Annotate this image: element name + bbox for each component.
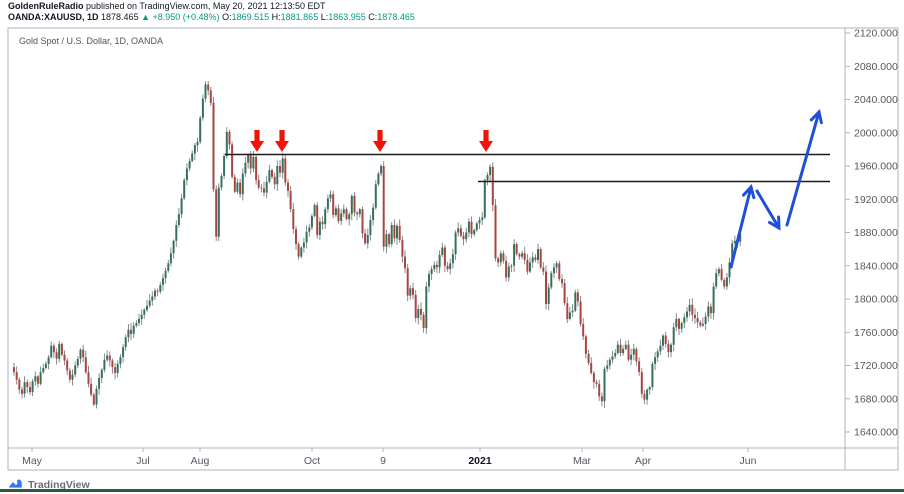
- price-axis-label: 1760.000: [854, 327, 898, 339]
- time-axis-label: Oct: [304, 455, 320, 467]
- last-price: 1878.465: [101, 12, 139, 22]
- tradingview-logo-icon: [9, 479, 22, 488]
- price-axis-label: 1800.000: [854, 294, 898, 306]
- red-down-arrow[interactable]: [275, 130, 289, 152]
- price-axis-label: 1680.000: [854, 393, 898, 405]
- red-down-arrow[interactable]: [373, 130, 387, 152]
- close-label: C:: [368, 12, 378, 22]
- time-axis[interactable]: May Jul Aug Oct 9 2021 Mar Apr Jun: [22, 448, 757, 467]
- price-axis-label: 1960.000: [854, 161, 898, 173]
- tradingview-wordmark: TradingView: [28, 478, 90, 491]
- symbol-name[interactable]: OANDA:XAUUSD, 1D: [8, 12, 99, 22]
- price-axis-label: 1640.000: [854, 427, 898, 439]
- high-value: 1881.865: [280, 12, 319, 22]
- candlestick-series: [13, 81, 742, 409]
- projection-arrow[interactable]: [785, 108, 823, 227]
- projection-arrow[interactable]: [755, 189, 781, 231]
- red-down-arrow[interactable]: [250, 130, 264, 152]
- symbol-info-line: OANDA:XAUUSD, 1D 1878.465 ▲ +8.950 (+0.4…: [8, 12, 415, 22]
- price-axis-label: 1920.000: [854, 194, 898, 206]
- high-label: H:: [271, 12, 281, 22]
- price-axis-label: 1880.000: [854, 227, 898, 239]
- time-axis-label: Apr: [635, 455, 652, 467]
- open-label: O:: [222, 12, 232, 22]
- red-down-arrow[interactable]: [479, 130, 493, 152]
- time-axis-label: Aug: [191, 455, 210, 467]
- price-axis-label: 1840.000: [854, 260, 898, 272]
- projection-arrow[interactable]: [729, 183, 756, 269]
- time-axis-label: Jul: [136, 455, 149, 467]
- price-axis-label: 2000.000: [854, 127, 898, 139]
- price-axis-label: 2040.000: [854, 94, 898, 106]
- price-axis-label: 1720.000: [854, 360, 898, 372]
- close-value: 1878.465: [377, 12, 415, 22]
- tradingview-footer[interactable]: TradingView: [8, 477, 90, 492]
- price-change: ▲ +8.950 (+0.48%): [141, 12, 220, 22]
- price-axis[interactable]: 2120.000 2080.000 2040.000 2000.000 1960.000…: [845, 28, 898, 439]
- author-name: GoldenRuleRadio: [8, 1, 84, 11]
- attribution-line: GoldenRuleRadio published on TradingView…: [8, 1, 326, 11]
- price-axis-label: 2080.000: [854, 61, 898, 73]
- time-axis-label: May: [22, 455, 43, 467]
- low-label: L:: [320, 12, 329, 22]
- publish-info: published on TradingView.com, May 20, 20…: [83, 1, 326, 11]
- time-axis-label: Mar: [573, 455, 592, 467]
- low-value: 1863.955: [328, 12, 366, 22]
- bottom-green-bar: [0, 489, 904, 492]
- chart-legend[interactable]: Gold Spot / U.S. Dollar, 1D, OANDA: [19, 36, 164, 46]
- time-axis-label: Jun: [740, 455, 757, 467]
- price-axis-label: 2120.000: [854, 28, 898, 40]
- time-axis-label: 2021: [468, 455, 492, 467]
- chart-frame: [7, 27, 899, 471]
- open-value: 1869.515: [231, 12, 270, 22]
- time-axis-label: 9: [380, 455, 386, 467]
